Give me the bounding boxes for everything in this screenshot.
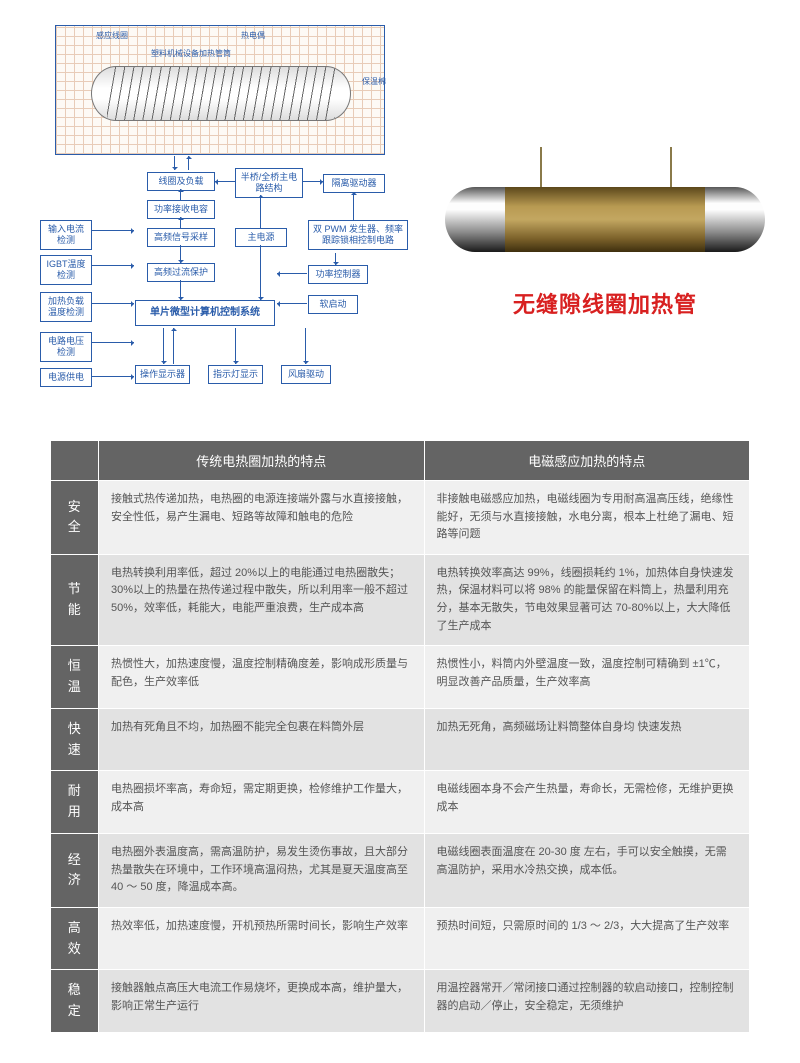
coil-schematic: 感应线圈 热电偶 塑料机械设备加热管筒 保温棉 <box>55 25 385 155</box>
th-traditional: 传统电热圈加热的特点 <box>99 441 425 481</box>
cell-electromagnetic: 热惯性小，料筒内外壁温度一致，温度控制可精确到 ±1℃，明显改善产品质量，生产效… <box>424 646 750 709</box>
cell-traditional: 电热转换利用率低，超过 20%以上的电能通过电热圈散失；30%以上的热量在热传递… <box>99 554 425 645</box>
table-row: 高效热效率低，加热速度慢，开机预热所需时间长，影响生产效率预热时间短，只需原时间… <box>51 907 750 970</box>
cell-traditional: 热惯性大，加热速度慢，温度控制精确度差，影响成形质量与配色，生产效率低 <box>99 646 425 709</box>
table-row: 经济电热圈外表温度高，需高温防护，易发生烫伤事故，且大部分热量散失在环境中，工作… <box>51 833 750 907</box>
block-main-power: 主电源 <box>235 228 287 247</box>
block-soft-start: 软启动 <box>308 295 358 314</box>
table-row: 恒温热惯性大，加热速度慢，温度控制精确度差，影响成形质量与配色，生产效率低热惯性… <box>51 646 750 709</box>
block-diagram: 感应线圈 热电偶 塑料机械设备加热管筒 保温棉 线圈及负载 半桥/全桥主电路结构… <box>30 20 430 430</box>
coil-windings <box>107 67 335 120</box>
block-heat-temp: 加热负载温度检测 <box>40 292 92 322</box>
row-label: 高效 <box>51 907 99 970</box>
th-electromagnetic: 电磁感应加热的特点 <box>424 441 750 481</box>
schematic-label: 保温棉 <box>362 76 386 87</box>
row-label: 经济 <box>51 833 99 907</box>
block-led: 指示灯显示 <box>208 365 263 384</box>
table-row: 快速加热有死角且不均，加热圈不能完全包裹在料筒外层加热无死角，高频磁场让料筒整体… <box>51 708 750 771</box>
cell-traditional: 加热有死角且不均，加热圈不能完全包裹在料筒外层 <box>99 708 425 771</box>
comparison-table-wrap: 传统电热圈加热的特点 电磁感应加热的特点 安全接触式热传递加热，电热圈的电源连接… <box>0 440 800 1063</box>
row-label: 耐用 <box>51 771 99 834</box>
schematic-label: 热电偶 <box>241 30 265 41</box>
table-row: 安全接触式热传递加热，电热圈的电源连接端外露与水直接接触，安全性低，易产生漏电、… <box>51 481 750 555</box>
cell-electromagnetic: 非接触电磁感应加热，电磁线圈为专用耐高温高压线，绝缘性能好，无须与水直接接触，水… <box>424 481 750 555</box>
cell-electromagnetic: 电磁线圈表面温度在 20-30 度 左右，手可以安全触摸，无需高温防护，采用水冷… <box>424 833 750 907</box>
table-row: 节能电热转换利用率低，超过 20%以上的电能通过电热圈散失；30%以上的热量在热… <box>51 554 750 645</box>
product-area: 无缝隙线圈加热管 <box>430 20 770 430</box>
product-title: 无缝隙线圈加热管 <box>513 287 697 319</box>
block-mcu: 单片微型计算机控制系统 <box>135 300 275 326</box>
schematic-label: 塑料机械设备加热管筒 <box>151 48 231 59</box>
block-igbt-temp: IGBT温度检测 <box>40 255 92 285</box>
row-label: 节能 <box>51 554 99 645</box>
table-row: 耐用电热圈损坏率高，寿命短，需定期更换，检修维护工作量大，成本高电磁线圈本身不会… <box>51 771 750 834</box>
row-label: 快速 <box>51 708 99 771</box>
cell-electromagnetic: 电热转换效率高达 99%，线圈损耗约 1%，加热体自身快速发热，保温材料可以将 … <box>424 554 750 645</box>
th-blank <box>51 441 99 481</box>
row-label: 稳定 <box>51 970 99 1033</box>
cell-electromagnetic: 预热时间短，只需原时间的 1/3 ～ 2/3，大大提高了生产效率 <box>424 907 750 970</box>
cell-electromagnetic: 电磁线圈本身不会产生热量，寿命长，无需检修，无维护更换成本 <box>424 771 750 834</box>
cell-traditional: 热效率低，加热速度慢，开机预热所需时间长，影响生产效率 <box>99 907 425 970</box>
cell-traditional: 电热圈损坏率高，寿命短，需定期更换，检修维护工作量大，成本高 <box>99 771 425 834</box>
top-section: 感应线圈 热电偶 塑料机械设备加热管筒 保温棉 线圈及负载 半桥/全桥主电路结构… <box>0 0 800 440</box>
table-row: 稳定接触器触点高压大电流工作易烧坏，更换成本高，维护量大，影响正常生产运行用温控… <box>51 970 750 1033</box>
row-label: 安全 <box>51 481 99 555</box>
block-input-current: 输入电流检测 <box>40 220 92 250</box>
heating-tube-image <box>445 172 765 262</box>
block-bridge: 半桥/全桥主电路结构 <box>235 168 303 198</box>
row-label: 恒温 <box>51 646 99 709</box>
coil-body <box>91 66 351 121</box>
cell-traditional: 接触式热传递加热，电热圈的电源连接端外露与水直接接触，安全性低，易产生漏电、短路… <box>99 481 425 555</box>
cell-electromagnetic: 用温控器常开／常闭接口通过控制器的软启动接口，控制控制器的启动／停止，安全稳定，… <box>424 970 750 1033</box>
cell-electromagnetic: 加热无死角，高频磁场让料筒整体自身均 快速发热 <box>424 708 750 771</box>
cell-traditional: 接触器触点高压大电流工作易烧坏，更换成本高，维护量大，影响正常生产运行 <box>99 970 425 1033</box>
block-hf-sample: 高频信号采样 <box>147 228 215 247</box>
block-volt-detect: 电路电压检测 <box>40 332 92 362</box>
block-power-supply: 电源供电 <box>40 368 92 387</box>
cell-traditional: 电热圈外表温度高，需高温防护，易发生烫伤事故，且大部分热量散失在环境中，工作环境… <box>99 833 425 907</box>
schematic-label: 感应线圈 <box>96 30 128 41</box>
block-fan: 风扇驱动 <box>281 365 331 384</box>
comparison-table: 传统电热圈加热的特点 电磁感应加热的特点 安全接触式热传递加热，电热圈的电源连接… <box>50 440 750 1033</box>
block-display: 操作显示器 <box>135 365 190 384</box>
block-pwm: 双 PWM 发生器、频率跟踪锁相控制电路 <box>308 220 408 250</box>
